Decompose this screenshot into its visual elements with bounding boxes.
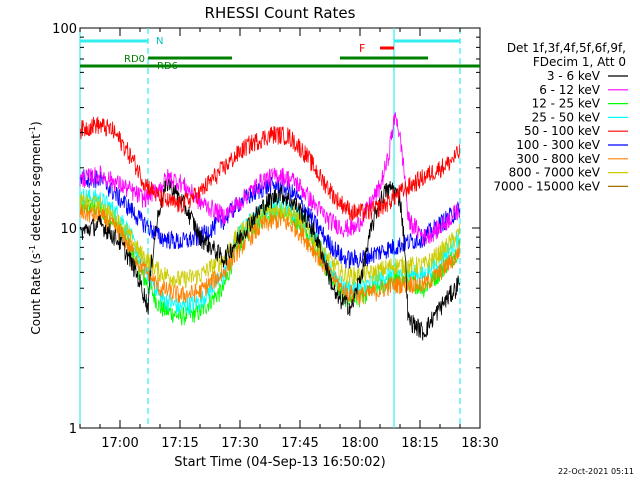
rd0-label: RD0: [124, 54, 145, 65]
y-axis-label-mid: detector segment: [29, 134, 43, 245]
chart-title: RHESSI Count Rates: [205, 4, 356, 22]
f-label: F: [359, 42, 365, 55]
y-axis-label-sup2: -1: [28, 126, 37, 134]
legend-label: 100 - 300 keV: [516, 138, 600, 152]
legend: Det 1f,3f,4f,5f,6f,9f, FDecim 1, Att 0 3…: [493, 41, 628, 193]
legend-label: 6 - 12 keV: [539, 83, 601, 97]
x-tick-label: 17:45: [281, 436, 318, 451]
x-axis: 17:00 17:15 17:30 17:45 18:00 18:15 18:30: [79, 28, 499, 451]
legend-label: 12 - 25 keV: [532, 97, 601, 111]
plot-area: N RD0 RD6 F: [79, 27, 481, 429]
annotations: N RD0 RD6 F: [79, 28, 480, 428]
y-tick-label: 1: [69, 422, 77, 437]
series-line: [79, 116, 461, 222]
plot-frame: [79, 27, 481, 429]
y-tick-label: 10: [60, 222, 77, 237]
n-label: N: [156, 36, 163, 47]
legend-label: 25 - 50 keV: [532, 110, 601, 124]
x-tick-label: 18:30: [461, 436, 498, 451]
series-line: [79, 193, 461, 289]
x-tick-label: 18:00: [341, 436, 378, 451]
y-axis-label-main: Count Rate (s: [29, 253, 43, 335]
legend-header-2: FDecim 1, Att 0: [533, 55, 626, 69]
x-tick-label: 17:30: [221, 436, 258, 451]
y-axis-label: Count Rate (s-1 detector segment-1): [28, 121, 43, 334]
timestamp: 22-Oct-2021 05:11: [558, 467, 634, 476]
series-group: [79, 112, 461, 341]
x-tick-label: 18:15: [401, 436, 438, 451]
y-axis-label-sup: -1: [28, 245, 37, 253]
y-tick-label: 100: [52, 22, 77, 37]
series-line: [79, 203, 461, 306]
y-axis-label-end: ): [29, 121, 43, 126]
legend-header-1: Det 1f,3f,4f,5f,6f,9f,: [507, 41, 626, 55]
legend-label: 50 - 100 keV: [524, 124, 601, 138]
series-line: [79, 112, 461, 246]
legend-label: 800 - 7000 keV: [509, 166, 601, 180]
legend-label: 3 - 6 keV: [547, 69, 601, 83]
y-axis: 1 10 100: [52, 22, 480, 437]
x-tick-label: 17:15: [161, 436, 198, 451]
legend-label: 300 - 800 keV: [516, 152, 600, 166]
x-axis-label: Start Time (04-Sep-13 16:50:02): [174, 455, 385, 470]
x-tick-label: 17:00: [101, 436, 138, 451]
legend-label: 7000 - 15000 keV: [493, 179, 600, 193]
rd6-label: RD6: [157, 61, 178, 72]
